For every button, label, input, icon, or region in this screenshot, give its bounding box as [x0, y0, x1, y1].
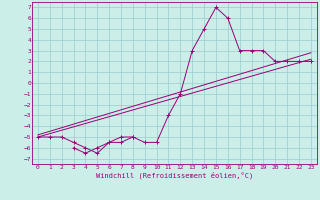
X-axis label: Windchill (Refroidissement éolien,°C): Windchill (Refroidissement éolien,°C): [96, 171, 253, 179]
